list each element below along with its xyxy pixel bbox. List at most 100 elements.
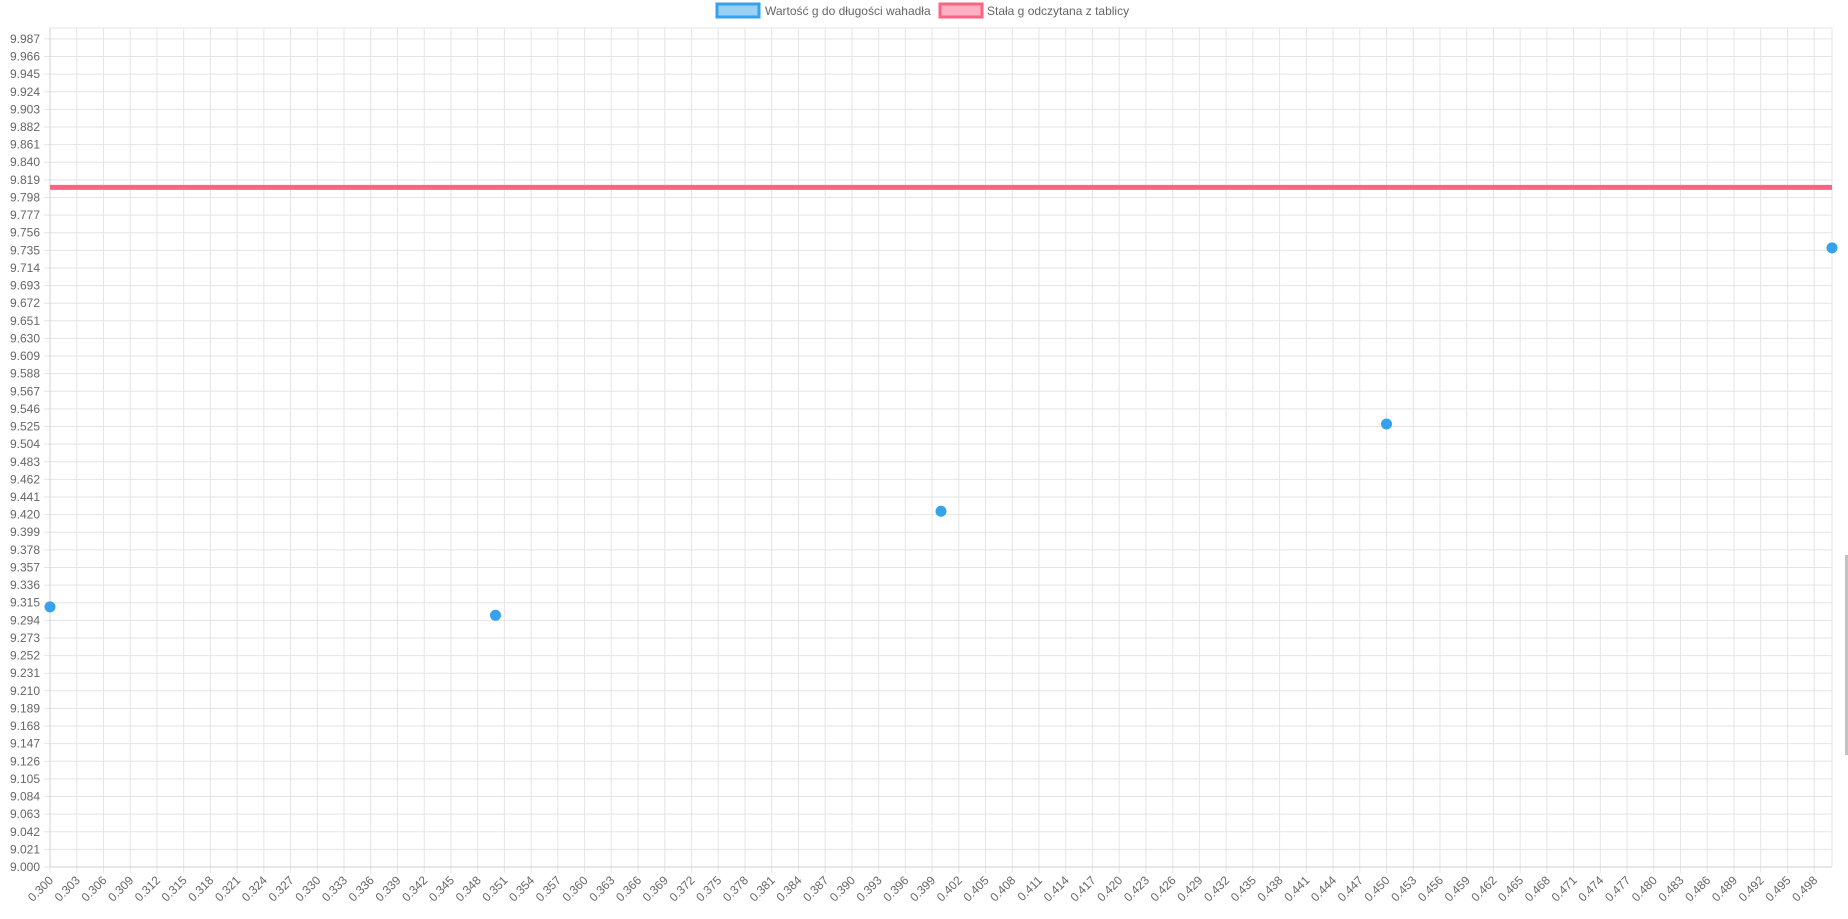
x-tick-label: 0.330 <box>292 873 323 904</box>
y-tick-label: 9.231 <box>10 666 40 680</box>
data-point-g-pendulum[interactable] <box>44 601 56 613</box>
x-tick-label: 0.411 <box>1015 873 1046 904</box>
x-tick-label: 0.363 <box>586 873 617 904</box>
y-tick-label: 9.105 <box>10 772 40 786</box>
x-tick-label: 0.438 <box>1255 873 1286 904</box>
x-tick-label: 0.459 <box>1442 873 1473 904</box>
y-tick-label: 9.966 <box>10 50 40 64</box>
legend-item-g-pendulum[interactable]: Wartość g do długości wahadła <box>715 2 931 19</box>
y-tick-label: 9.126 <box>10 754 40 768</box>
x-tick-label: 0.441 <box>1281 873 1312 904</box>
x-tick-label: 0.375 <box>693 873 724 904</box>
y-tick-label: 9.189 <box>10 701 40 715</box>
x-tick-label: 0.309 <box>105 873 136 904</box>
x-tick-label: 0.444 <box>1308 873 1339 904</box>
x-tick-label: 0.345 <box>426 873 457 904</box>
y-tick-label: 9.420 <box>10 508 40 522</box>
y-tick-label: 9.714 <box>10 261 40 275</box>
x-tick-label: 0.480 <box>1629 873 1660 904</box>
x-tick-label: 0.498 <box>1789 873 1820 904</box>
x-tick-label: 0.321 <box>212 873 243 904</box>
x-tick-label: 0.426 <box>1148 873 1179 904</box>
x-tick-label: 0.339 <box>372 873 403 904</box>
legend-item-g-table[interactable]: Stała g odczytana z tablicy <box>938 2 1129 19</box>
y-tick-label: 9.504 <box>10 437 40 451</box>
x-tick-label: 0.450 <box>1361 873 1392 904</box>
x-tick-label: 0.489 <box>1709 873 1740 904</box>
x-tick-label: 0.423 <box>1121 873 1152 904</box>
y-tick-label: 9.336 <box>10 578 40 592</box>
x-tick-label: 0.318 <box>185 873 216 904</box>
y-tick-label: 9.819 <box>10 173 40 187</box>
x-tick-label: 0.477 <box>1602 873 1633 904</box>
x-tick-label: 0.342 <box>399 873 430 904</box>
data-point-g-pendulum[interactable] <box>490 609 501 621</box>
y-tick-label: 9.525 <box>10 420 40 434</box>
y-tick-label: 9.798 <box>10 190 40 204</box>
legend[interactable]: Wartość g do długości wahadła Stała g od… <box>715 2 1129 19</box>
x-tick-label: 0.474 <box>1575 873 1606 904</box>
x-tick-label: 0.351 <box>479 873 510 904</box>
x-tick-label: 0.417 <box>1067 873 1098 904</box>
y-tick-label: 9.378 <box>10 543 40 557</box>
y-tick-label: 9.861 <box>10 138 40 152</box>
scrollbar[interactable] <box>1845 555 1848 755</box>
y-tick-label: 9.441 <box>10 490 40 504</box>
x-tick-label: 0.324 <box>239 873 270 904</box>
x-tick-label: 0.495 <box>1762 873 1793 904</box>
x-tick-label: 0.357 <box>533 873 564 904</box>
x-tick-label: 0.300 <box>25 873 56 904</box>
y-tick-label: 9.357 <box>10 560 40 574</box>
y-tick-label: 9.756 <box>10 226 40 240</box>
x-tick-label: 0.492 <box>1736 873 1767 904</box>
y-tick-label: 9.210 <box>10 684 40 698</box>
x-tick-label: 0.405 <box>961 873 992 904</box>
y-tick-label: 9.882 <box>10 120 40 134</box>
x-tick-label: 0.471 <box>1549 873 1580 904</box>
x-tick-label: 0.303 <box>52 873 83 904</box>
y-tick-label: 9.672 <box>10 296 40 310</box>
x-tick-label: 0.453 <box>1388 873 1419 904</box>
y-tick-label: 9.294 <box>10 613 40 627</box>
grid <box>44 27 1833 873</box>
y-tick-label: 9.168 <box>10 719 40 733</box>
x-tick-label: 0.306 <box>78 873 109 904</box>
y-tick-label: 9.462 <box>10 472 40 486</box>
y-tick-label: 9.000 <box>10 860 40 874</box>
y-tick-label: 9.147 <box>10 737 40 751</box>
y-tick-label: 9.609 <box>10 349 40 363</box>
y-tick-label: 9.021 <box>10 842 40 856</box>
x-tick-label: 0.336 <box>346 873 377 904</box>
x-tick-label: 0.369 <box>640 873 671 904</box>
x-tick-label: 0.366 <box>613 873 644 904</box>
x-tick-label: 0.435 <box>1228 873 1259 904</box>
y-tick-label: 9.651 <box>10 314 40 328</box>
x-tick-label: 0.360 <box>560 873 591 904</box>
legend-swatch-g-pendulum <box>715 2 761 19</box>
y-axis-ticks: 9.000 9.021 9.042 9.063 9.084 9.105 9.126 9.147… <box>10 32 40 874</box>
y-tick-label: 9.273 <box>10 631 40 645</box>
x-tick-label: 0.387 <box>800 873 831 904</box>
x-tick-label: 0.333 <box>319 873 350 904</box>
y-tick-label: 9.483 <box>10 455 40 469</box>
x-tick-label: 0.372 <box>667 873 698 904</box>
x-tick-label: 0.408 <box>987 873 1018 904</box>
x-tick-label: 0.462 <box>1468 873 1499 904</box>
x-tick-label: 0.327 <box>266 873 297 904</box>
x-tick-label: 0.315 <box>159 873 190 904</box>
y-tick-label: 9.546 <box>10 402 40 416</box>
data-point-g-pendulum[interactable] <box>935 505 947 517</box>
legend-label-g-pendulum: Wartość g do długości wahadła <box>765 4 931 18</box>
y-tick-label: 9.399 <box>10 525 40 539</box>
data-point-g-pendulum[interactable] <box>1826 242 1838 254</box>
x-tick-label: 0.483 <box>1656 873 1687 904</box>
y-tick-label: 9.252 <box>10 649 40 663</box>
x-tick-label: 0.396 <box>880 873 911 904</box>
y-tick-label: 9.315 <box>10 596 40 610</box>
x-tick-label: 0.390 <box>827 873 858 904</box>
x-tick-label: 0.378 <box>720 873 751 904</box>
x-tick-label: 0.354 <box>506 873 537 904</box>
data-point-g-pendulum[interactable] <box>1381 418 1392 430</box>
x-tick-label: 0.447 <box>1335 873 1366 904</box>
y-tick-label: 9.903 <box>10 102 40 116</box>
